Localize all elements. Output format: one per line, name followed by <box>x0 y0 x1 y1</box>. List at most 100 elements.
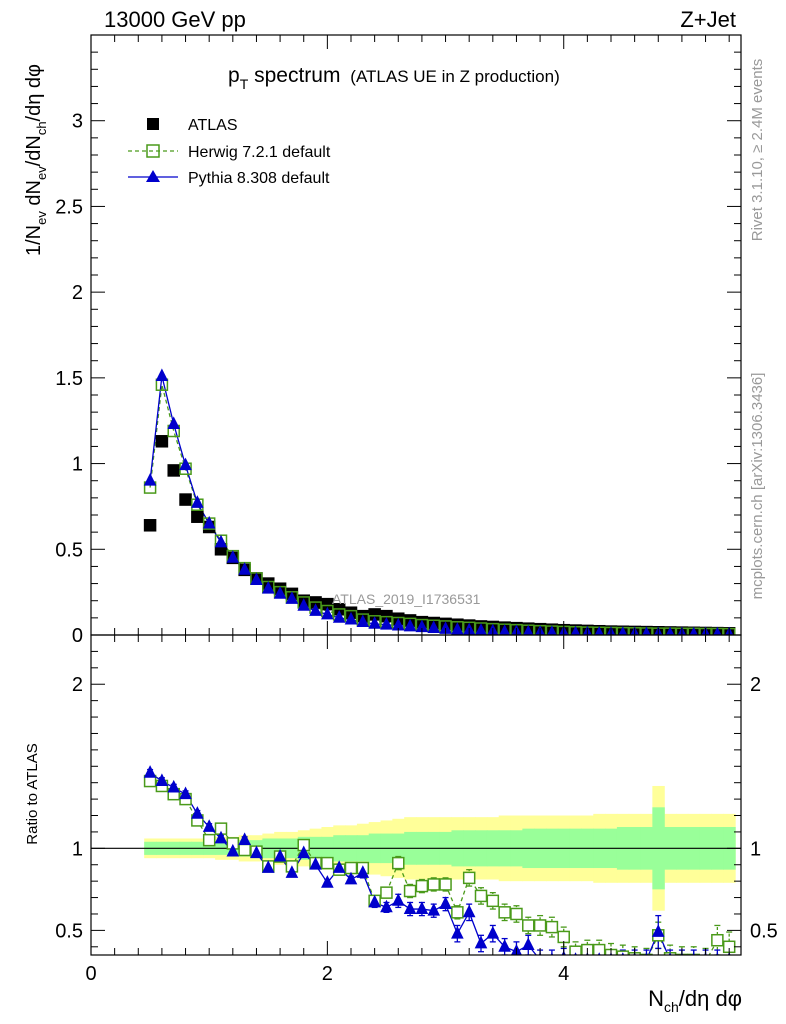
herwig-ratio-point-bg <box>321 857 333 869</box>
ylabel-part-1: 1/N <box>23 225 45 256</box>
pythia-ratio-point <box>651 924 665 937</box>
pythia-point <box>238 562 251 575</box>
herwig-ratio-point <box>451 906 464 919</box>
x-tick-label: 4 <box>558 963 569 985</box>
legend-pythia-label: Pythia 8.308 default <box>188 170 330 187</box>
pythia-ratio-point <box>191 806 204 819</box>
ylabel-sub-1: ev <box>34 211 49 225</box>
herwig-ratio-point-bg <box>440 878 452 890</box>
herwig-ratio-point <box>581 943 594 955</box>
herwig-ratio-point-bg <box>510 908 522 920</box>
pythia-point <box>427 620 441 634</box>
pythia-ratio-point <box>427 902 441 916</box>
pythia-ratio-point <box>155 773 169 786</box>
legend-pythia-marker <box>146 170 160 182</box>
herwig-ratio-point-bg <box>191 814 203 826</box>
x-tick-label: 0 <box>85 963 96 985</box>
ylabel-part-4: /dη dφ <box>23 64 45 121</box>
herwig-ratio-point-bg <box>475 890 487 902</box>
pythia-point <box>594 626 604 635</box>
ratio-y-tick-label: 2 <box>72 674 83 696</box>
pythia-ratio-point <box>261 860 275 873</box>
ratio-y-tick-label-right: 1 <box>750 838 761 860</box>
herwig-ratio-point <box>545 920 559 934</box>
pythia-ratio-point <box>344 871 358 885</box>
pythia-ratio-point <box>143 765 157 778</box>
herwig-ratio-point-bg <box>723 941 735 953</box>
herwig-ratio-point <box>415 879 429 893</box>
pythia-point <box>250 572 263 586</box>
pythia-point <box>403 618 417 632</box>
pythia-point <box>499 624 511 635</box>
pythia-point <box>297 598 311 611</box>
herwig-ratio-point-bg <box>676 954 688 955</box>
herwig-ratio-point <box>616 950 630 955</box>
main-y-tick-label: 1 <box>72 454 83 476</box>
ratio-ylabel: Ratio to ATLAS <box>24 743 41 844</box>
ratio-marks-layer <box>91 765 741 955</box>
rivet-label: Rivet 3.1.10, ≥ 2.4M events <box>749 59 766 242</box>
herwig-ratio-point-bg <box>215 823 227 835</box>
pythia-ratio-point <box>167 779 181 793</box>
pythia-point <box>179 457 192 471</box>
title-main-rest: spectrum <box>248 64 340 87</box>
pythia-point <box>380 616 393 630</box>
pythia-point <box>261 580 275 594</box>
herwig-ratio-point-bg <box>227 837 239 849</box>
herwig-ratio-point-bg <box>463 872 475 884</box>
ratio-y-tick-label-right: 2 <box>750 674 761 696</box>
pythia-ratio-point <box>226 843 240 857</box>
pythia-point <box>451 622 464 635</box>
herwig-ratio-point-bg <box>380 887 392 899</box>
pythia-point <box>475 623 487 635</box>
herwig-ratio-point <box>640 953 653 955</box>
herwig-ratio-point-bg <box>168 788 180 800</box>
pythia-ratio-point <box>403 901 417 914</box>
title-main: p <box>228 64 240 87</box>
herwig-ratio-point-bg <box>144 775 156 787</box>
xlabel-part-2: /dη dφ <box>679 986 742 1011</box>
herwig-ratio-point <box>202 833 216 847</box>
pythia-point <box>321 606 334 620</box>
herwig-ratio-point <box>687 953 700 955</box>
main-y-tick-label: 2.5 <box>55 196 83 218</box>
pythia-ratio-point <box>273 848 287 862</box>
pythia-ratio-point <box>439 896 452 910</box>
herwig-ratio-point <box>380 886 393 899</box>
axes-layer: 0 2 400.511.522.530.5 0.51 12 2 <box>55 35 778 985</box>
main-y-tick-label: 3 <box>72 111 83 133</box>
pythia-point <box>332 610 346 623</box>
herwig-ratio-point <box>486 894 500 908</box>
pythia-point <box>356 614 370 628</box>
title-detail: (ATLAS UE in Z production) <box>350 67 559 86</box>
x-tick-label: 2 <box>322 963 333 985</box>
atlas-point <box>191 510 204 523</box>
pythia-ratio-point <box>250 845 263 859</box>
ylabel-sub-2: ev <box>34 166 49 180</box>
main-y-tick-label: 0.5 <box>55 539 83 561</box>
pythia-ratio-point <box>451 925 464 939</box>
herwig-ratio-point-bg <box>156 780 168 792</box>
herwig-ratio-point-bg <box>487 895 499 907</box>
main-marks-layer <box>143 368 736 635</box>
pythia-point <box>570 625 581 635</box>
main-y-tick-label: 2 <box>72 282 83 304</box>
atlas-point <box>167 464 180 477</box>
pythia-ratio-point <box>297 845 311 859</box>
herwig-ratio-point-bg <box>345 862 357 874</box>
herwig-ratio-point-bg <box>298 839 310 851</box>
legend-atlas-marker <box>147 118 159 130</box>
main-y-tick-label: 0 <box>72 625 83 647</box>
herwig-ratio-point <box>533 919 547 932</box>
pythia-ratio-point <box>462 904 476 918</box>
xlabel-part-1: N <box>648 986 664 1011</box>
xlabel-sub-1: ch <box>664 999 679 1015</box>
herwig-ratio-point <box>439 878 452 891</box>
ylabel-sub-3: ch <box>34 121 49 135</box>
herwig-ratio-point-bg <box>570 946 582 955</box>
pythia-point <box>226 550 240 563</box>
pythia-point <box>309 603 322 616</box>
herwig-ratio-point <box>592 943 606 955</box>
herwig-ratio-point-bg <box>593 944 605 955</box>
